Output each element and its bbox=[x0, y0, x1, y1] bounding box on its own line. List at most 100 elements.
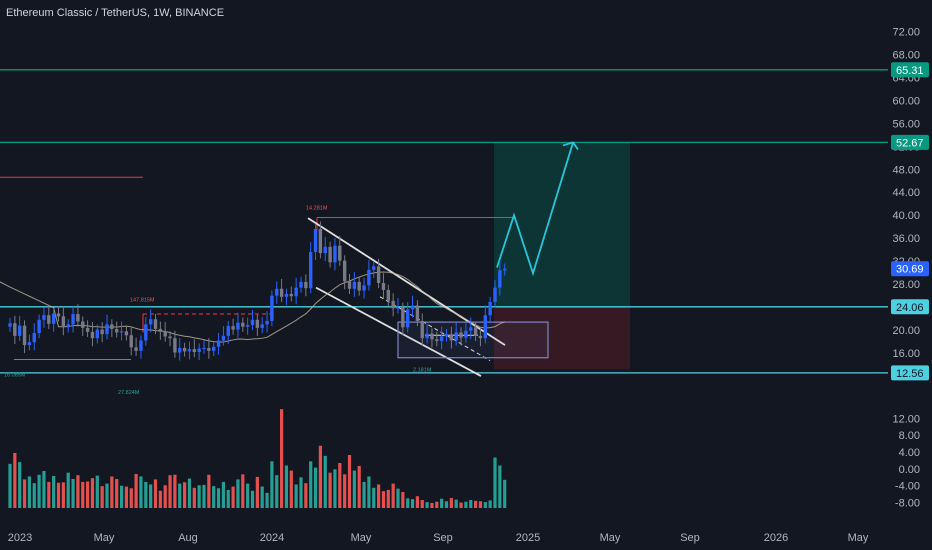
price-badge-label: 30.69 bbox=[896, 264, 924, 276]
volume-bar bbox=[216, 488, 221, 508]
volume-bar bbox=[153, 479, 158, 508]
volume-bar bbox=[207, 474, 211, 508]
candle-body bbox=[367, 269, 371, 286]
candle-body bbox=[8, 323, 12, 327]
volume-bar bbox=[488, 500, 492, 508]
volume-bar bbox=[444, 501, 449, 508]
projection-arrowhead bbox=[562, 141, 579, 150]
oscillator-tick-label: 8.00 bbox=[899, 430, 920, 442]
candle-body bbox=[56, 313, 61, 317]
volume-bar bbox=[318, 445, 322, 508]
volume-bar bbox=[386, 489, 390, 508]
volume-bar bbox=[313, 467, 318, 508]
candle-body bbox=[182, 347, 187, 352]
candle-body bbox=[18, 325, 22, 336]
candle-body bbox=[265, 320, 269, 325]
volume-bar bbox=[105, 483, 109, 508]
volume-bar bbox=[309, 461, 313, 508]
volume-bar bbox=[32, 483, 36, 508]
price-badge-label: 12.56 bbox=[896, 368, 924, 380]
candle-body bbox=[71, 314, 75, 325]
time-tick-label: Sep bbox=[680, 532, 700, 544]
candle-body bbox=[454, 332, 458, 341]
candle-body bbox=[207, 347, 211, 351]
volume-bar bbox=[260, 486, 264, 508]
candle-body bbox=[279, 288, 284, 297]
candle-body bbox=[464, 330, 468, 338]
candle-body bbox=[430, 333, 434, 340]
volume-bar bbox=[362, 481, 366, 508]
price-tick-label: 36.00 bbox=[892, 233, 920, 245]
time-tick-label: May bbox=[600, 532, 621, 544]
candle-body bbox=[76, 314, 80, 322]
volume-bar bbox=[95, 475, 99, 508]
price-tick-label: 60.00 bbox=[892, 95, 920, 107]
volume-bar bbox=[212, 486, 216, 508]
candle-body bbox=[51, 313, 56, 324]
channel-upper-line bbox=[307, 217, 506, 346]
candle-body bbox=[81, 321, 85, 328]
volume-bar bbox=[129, 488, 133, 508]
volume-bar bbox=[401, 492, 405, 508]
candle-body bbox=[216, 340, 221, 347]
candle-body bbox=[105, 324, 109, 335]
candle-body bbox=[338, 245, 342, 261]
candle-body bbox=[352, 281, 357, 289]
candle-body bbox=[129, 335, 133, 348]
candle-body bbox=[357, 281, 361, 291]
volume-bar bbox=[18, 462, 22, 508]
time-axis[interactable]: 2023 May Aug 2024 May Sep 2025 May Sep 2026 May bbox=[8, 532, 869, 544]
oscillator-axis[interactable]: 12.00 8.00 4.00 0.00 -4.00 -8.00 bbox=[892, 413, 920, 509]
time-tick-label: 2026 bbox=[764, 532, 788, 544]
volume-bar bbox=[352, 470, 356, 508]
price-badge-label: 52.67 bbox=[896, 137, 924, 149]
candle-body bbox=[323, 246, 327, 254]
time-tick-label: 2023 bbox=[8, 532, 32, 544]
candle-body bbox=[255, 319, 260, 328]
candle-body bbox=[488, 301, 492, 316]
candle-body bbox=[115, 328, 119, 333]
annotation-label: 14.281M bbox=[306, 205, 328, 211]
candle-body bbox=[347, 281, 352, 289]
candle-body bbox=[478, 335, 483, 339]
volume-bar bbox=[168, 475, 172, 508]
volume-bar bbox=[367, 476, 371, 508]
time-tick-label: Sep bbox=[433, 532, 453, 544]
volume-bar bbox=[81, 481, 85, 508]
volume-bar bbox=[52, 476, 56, 508]
volume-bar bbox=[396, 488, 400, 508]
volume-bar bbox=[464, 501, 468, 508]
volume-bar bbox=[71, 478, 75, 508]
volume-bar bbox=[265, 492, 269, 508]
price-tick-label: 72.00 bbox=[892, 26, 920, 38]
candle-body bbox=[221, 335, 226, 341]
price-badge bbox=[891, 134, 929, 150]
price-badge bbox=[891, 299, 929, 315]
volume-bar bbox=[406, 498, 410, 508]
volume-bar bbox=[163, 485, 167, 508]
candle-body bbox=[299, 281, 303, 288]
volume-bar bbox=[100, 486, 104, 508]
time-tick-label: May bbox=[94, 532, 115, 544]
candle-body bbox=[168, 336, 172, 339]
candle-body bbox=[90, 331, 95, 339]
price-tick-label: 28.00 bbox=[892, 279, 920, 291]
volume-bar bbox=[493, 457, 497, 508]
volume-bar bbox=[115, 478, 119, 508]
volume-bar bbox=[415, 496, 419, 508]
volume-bar bbox=[8, 463, 12, 508]
oscillator-tick-label: 12.00 bbox=[892, 413, 920, 425]
drawings-layer bbox=[307, 141, 579, 377]
oscillator-tick-label: -4.00 bbox=[895, 481, 920, 493]
candle-body bbox=[139, 340, 143, 351]
volume-bar bbox=[76, 475, 80, 508]
candle-body bbox=[313, 229, 318, 252]
candle-body bbox=[226, 326, 230, 336]
candle-body bbox=[241, 322, 245, 327]
volume-bar bbox=[270, 461, 274, 508]
price-badge-label: 24.06 bbox=[896, 302, 924, 314]
volume-bar bbox=[124, 486, 128, 508]
candle-body bbox=[381, 283, 386, 290]
price-badge-label: 65.31 bbox=[896, 65, 924, 77]
price-tick-label: 56.00 bbox=[892, 118, 920, 130]
